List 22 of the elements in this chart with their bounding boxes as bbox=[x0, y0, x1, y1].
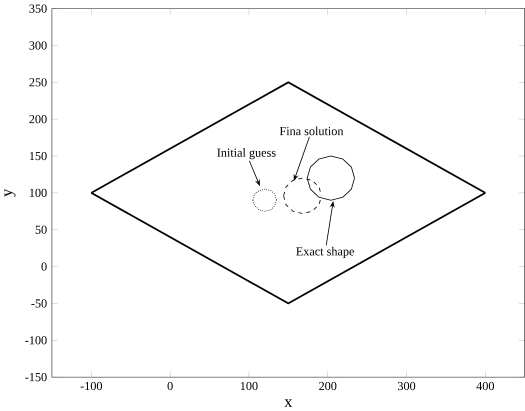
x-tick-label: 0 bbox=[168, 382, 173, 390]
y-tick-label: 250 bbox=[29, 78, 47, 86]
x-tick-label: -100 bbox=[80, 382, 102, 390]
y-tick-label: 200 bbox=[29, 114, 47, 124]
annotation: Fina solution bbox=[280, 126, 344, 136]
y-tick-label: -50 bbox=[31, 299, 47, 308]
y-tick-label: 300 bbox=[29, 41, 47, 50]
y-tick-label: -100 bbox=[25, 336, 47, 344]
y-tick-label: 350 bbox=[29, 4, 47, 13]
x-tick-label: 300 bbox=[398, 382, 416, 390]
annotation: Initial guess bbox=[217, 148, 276, 160]
y-tick-label: 0 bbox=[42, 262, 47, 270]
x-tick-label: 200 bbox=[319, 382, 336, 390]
y-tick-label: 150 bbox=[30, 152, 47, 160]
y-tick-label: -150 bbox=[25, 372, 47, 382]
annotation: Exact shape bbox=[296, 246, 354, 258]
x-tick-label: 100 bbox=[240, 382, 258, 390]
x-tick-label: 400 bbox=[476, 382, 494, 390]
x-axis-title: x bbox=[284, 399, 292, 407]
y-axis-title: y bbox=[4, 188, 16, 197]
y-tick-label: 50 bbox=[36, 225, 47, 234]
y-tick-label: 100 bbox=[30, 188, 47, 197]
